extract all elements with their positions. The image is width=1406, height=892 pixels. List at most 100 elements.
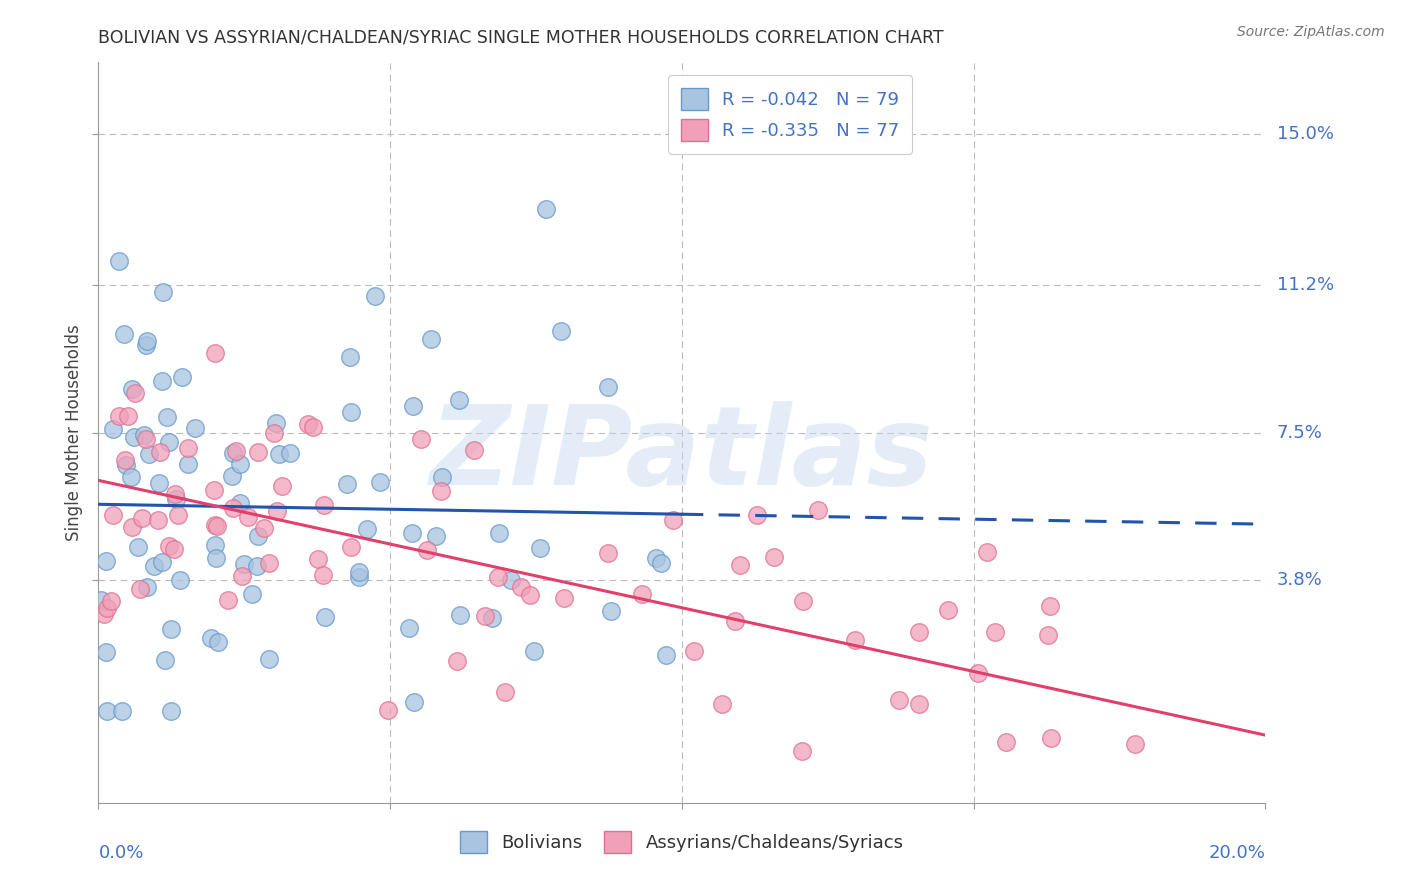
Point — [430, 483, 453, 498]
Point — [124, 385, 146, 400]
Point — [149, 445, 172, 459]
Point — [449, 607, 471, 622]
Point — [339, 351, 361, 365]
Point — [302, 420, 325, 434]
Point — [297, 417, 319, 431]
Point — [510, 580, 533, 594]
Point — [222, 446, 245, 460]
Point — [111, 704, 134, 718]
Point — [115, 458, 138, 473]
Point — [463, 442, 485, 457]
Point — [312, 568, 335, 582]
Point — [150, 374, 173, 388]
Point — [844, 632, 866, 647]
Point — [157, 539, 180, 553]
Point — [536, 202, 558, 217]
Text: 11.2%: 11.2% — [1277, 277, 1334, 294]
Point — [307, 551, 329, 566]
Point — [129, 582, 152, 596]
Point — [96, 601, 118, 615]
Point — [135, 338, 157, 352]
Point — [401, 526, 423, 541]
Point — [247, 529, 270, 543]
Point — [94, 554, 117, 568]
Text: BOLIVIAN VS ASSYRIAN/CHALDEAN/SYRIAC SINGLE MOTHER HOUSEHOLDS CORRELATION CHART: BOLIVIAN VS ASSYRIAN/CHALDEAN/SYRIAC SIN… — [98, 29, 943, 47]
Point — [138, 448, 160, 462]
Point — [200, 631, 222, 645]
Point — [488, 526, 510, 541]
Point — [409, 432, 432, 446]
Point — [146, 512, 169, 526]
Point — [136, 580, 159, 594]
Text: 3.8%: 3.8% — [1277, 571, 1322, 589]
Point — [425, 529, 447, 543]
Point — [430, 470, 453, 484]
Point — [100, 593, 122, 607]
Point — [177, 457, 200, 471]
Point — [402, 400, 425, 414]
Point — [762, 549, 785, 564]
Point — [93, 607, 115, 621]
Point — [204, 346, 226, 360]
Point — [136, 334, 159, 348]
Point — [494, 685, 516, 699]
Point — [134, 427, 156, 442]
Point — [233, 558, 256, 572]
Point — [165, 487, 187, 501]
Point — [246, 559, 269, 574]
Point — [112, 326, 135, 341]
Point — [204, 551, 226, 566]
Point — [1040, 731, 1063, 745]
Point — [710, 697, 733, 711]
Point — [222, 500, 245, 515]
Point — [160, 704, 183, 718]
Point — [225, 443, 247, 458]
Point — [1039, 599, 1062, 614]
Point — [724, 614, 747, 628]
Point — [314, 498, 336, 512]
Point — [550, 324, 572, 338]
Point — [364, 289, 387, 303]
Point — [336, 477, 359, 491]
Point — [221, 468, 243, 483]
Point — [349, 565, 371, 579]
Point — [446, 654, 468, 668]
Point — [101, 508, 124, 523]
Point — [167, 508, 190, 522]
Point — [1038, 628, 1060, 642]
Point — [486, 570, 509, 584]
Point — [253, 521, 276, 535]
Point — [529, 541, 551, 555]
Point — [377, 703, 399, 717]
Point — [131, 510, 153, 524]
Point — [135, 432, 157, 446]
Text: 7.5%: 7.5% — [1277, 424, 1323, 442]
Text: Source: ZipAtlas.com: Source: ZipAtlas.com — [1237, 25, 1385, 39]
Point — [240, 586, 263, 600]
Point — [266, 416, 288, 430]
Point — [160, 622, 183, 636]
Point — [600, 603, 623, 617]
Point — [792, 594, 814, 608]
Point — [662, 513, 685, 527]
Point — [976, 545, 998, 559]
Point — [207, 635, 229, 649]
Point — [257, 556, 280, 570]
Point — [155, 409, 177, 424]
Point — [728, 558, 751, 573]
Text: 15.0%: 15.0% — [1277, 125, 1333, 143]
Point — [356, 522, 378, 536]
Point — [994, 735, 1017, 749]
Point — [271, 479, 294, 493]
Point — [121, 382, 143, 396]
Point — [420, 332, 443, 346]
Point — [229, 496, 252, 510]
Point — [908, 697, 931, 711]
Point — [120, 469, 142, 483]
Point — [96, 645, 118, 659]
Point — [807, 502, 830, 516]
Point — [1123, 737, 1146, 751]
Point — [143, 559, 166, 574]
Point — [163, 541, 186, 556]
Point — [152, 285, 174, 299]
